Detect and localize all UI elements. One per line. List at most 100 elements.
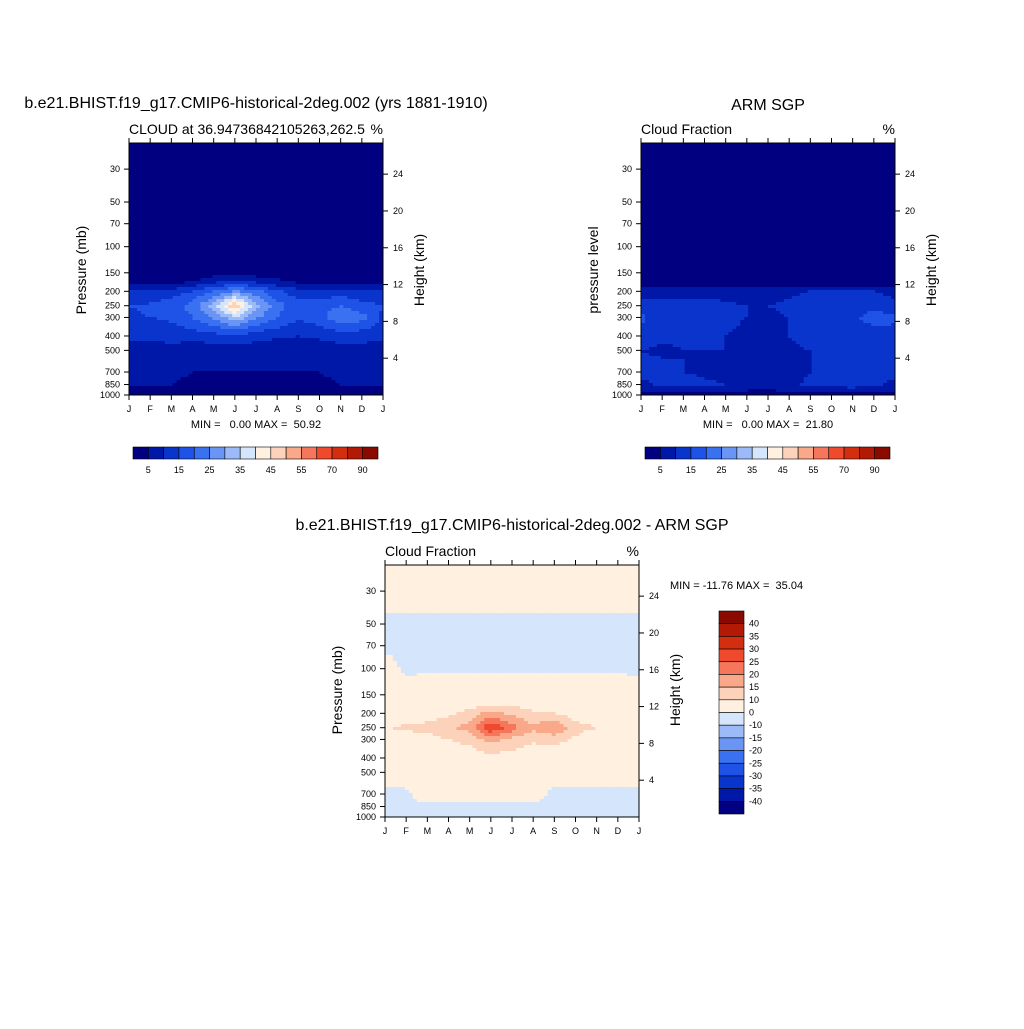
contour-cell <box>140 302 146 306</box>
contour-cell <box>283 206 289 210</box>
contour-cell <box>240 176 245 180</box>
contour-cell <box>240 362 245 366</box>
contour-cell <box>144 245 150 249</box>
contour-cell <box>343 344 348 348</box>
contour-cell <box>216 143 221 147</box>
contour-cell <box>339 284 344 288</box>
contour-cell <box>367 164 372 168</box>
contour-cell <box>299 368 305 372</box>
contour-cell <box>140 185 146 189</box>
contour-cell <box>291 329 297 333</box>
contour-cell <box>275 182 281 186</box>
contour-cell <box>244 365 249 369</box>
contour-cell <box>271 356 277 360</box>
contour-cell <box>267 320 273 324</box>
contour-cell <box>367 212 372 216</box>
contour-cell <box>240 308 245 312</box>
contour-cell <box>347 293 352 297</box>
contour-cell <box>279 191 285 195</box>
contour-cell <box>164 176 170 180</box>
contour-cell <box>371 317 376 321</box>
contour-cell <box>156 221 162 225</box>
contour-cell <box>371 161 376 165</box>
contour-cell <box>335 296 340 300</box>
contour-cell <box>192 290 198 294</box>
contour-cell <box>307 287 313 291</box>
contour-cell <box>351 227 356 231</box>
contour-cell <box>140 158 146 162</box>
contour-cell <box>208 290 213 294</box>
contour-cell <box>220 158 225 162</box>
contour-cell <box>168 356 174 360</box>
contour-cell <box>299 221 305 225</box>
contour-cell <box>339 257 344 261</box>
contour-cell <box>180 335 186 339</box>
contour-cell <box>176 311 182 315</box>
contour-cell <box>184 245 190 249</box>
contour-cell <box>271 263 277 267</box>
contour-cell <box>303 173 309 177</box>
contour-cell <box>240 338 245 342</box>
contour-cell <box>275 194 281 198</box>
contour-cell <box>283 362 289 366</box>
contour-cell <box>164 374 170 378</box>
contour-cell <box>180 155 186 159</box>
contour-cell <box>196 335 202 339</box>
contour-cell <box>188 296 194 300</box>
contour-cell <box>379 242 383 246</box>
contour-cell <box>367 278 372 282</box>
contour-cell <box>267 146 273 150</box>
contour-cell <box>244 152 249 156</box>
contour-cell <box>244 227 249 231</box>
contour-cell <box>136 254 142 258</box>
contour-cell <box>279 344 285 348</box>
contour-cell <box>323 335 329 339</box>
contour-cell <box>351 260 356 264</box>
contour-cell <box>152 215 158 219</box>
contour-cell <box>176 329 182 333</box>
contour-cell <box>259 347 265 351</box>
contour-cell <box>152 251 158 255</box>
contour-cell <box>359 365 364 369</box>
contour-cell <box>164 266 170 270</box>
contour-cell <box>196 197 202 201</box>
contour-cell <box>132 356 138 360</box>
contour-cell <box>152 248 158 252</box>
contour-cell <box>204 218 209 222</box>
contour-cell <box>188 236 194 240</box>
contour-cell <box>172 278 178 282</box>
contour-cell <box>220 203 225 207</box>
contour-cell <box>275 230 281 234</box>
contour-cell <box>240 296 245 300</box>
contour-cell <box>208 266 213 270</box>
contour-cell <box>244 311 249 315</box>
contour-cell <box>343 359 348 363</box>
contour-cell <box>359 161 364 165</box>
contour-cell <box>212 191 217 195</box>
contour-cell <box>244 344 249 348</box>
contour-cell <box>192 335 198 339</box>
contour-cell <box>220 209 225 213</box>
contour-cell <box>375 311 380 315</box>
contour-cell <box>347 191 352 195</box>
contour-cell <box>240 266 245 270</box>
contour-cell <box>335 239 340 243</box>
contour-cell <box>216 266 221 270</box>
contour-cell <box>236 266 241 270</box>
contour-cell <box>176 308 182 312</box>
contour-cell <box>335 152 340 156</box>
contour-cell <box>164 323 170 327</box>
contour-cell <box>287 350 293 354</box>
contour-cell <box>156 212 162 216</box>
contour-cell <box>196 266 202 270</box>
contour-cell <box>351 305 356 309</box>
contour-cell <box>256 182 261 186</box>
contour-cell <box>204 308 209 312</box>
contour-cell <box>307 239 313 243</box>
contour-cell <box>303 266 309 270</box>
contour-cell <box>375 182 380 186</box>
contour-cell <box>311 221 317 225</box>
contour-cell <box>351 254 356 258</box>
contour-cell <box>363 359 368 363</box>
contour-cell <box>196 293 202 297</box>
